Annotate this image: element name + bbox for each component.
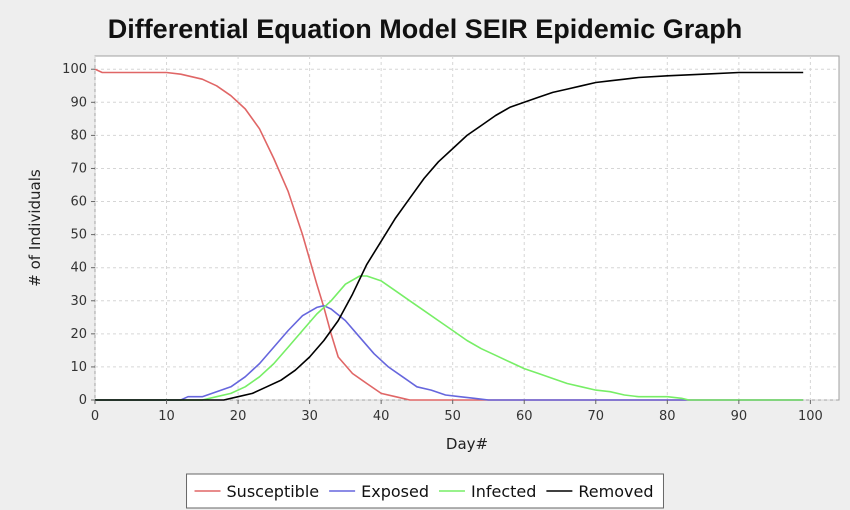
legend-label: Exposed <box>361 482 429 501</box>
y-tick-label: 70 <box>70 161 87 176</box>
series-line-removed <box>95 71 804 401</box>
y-tick-label: 90 <box>70 95 87 110</box>
legend: Susceptible Exposed Infected Removed <box>186 473 664 509</box>
x-tick-label: 40 <box>373 409 390 424</box>
x-tick-label: 30 <box>301 409 318 424</box>
legend-item-removed: Removed <box>546 482 653 501</box>
y-tick-label: 60 <box>70 195 87 210</box>
series-lines <box>94 68 804 401</box>
legend-item-exposed: Exposed <box>329 482 429 501</box>
x-tick-label: 0 <box>91 409 99 424</box>
legend-label: Susceptible <box>227 482 320 501</box>
plot-area <box>94 55 840 401</box>
y-tick-label: 100 <box>62 62 87 77</box>
chart-title: Differential Equation Model SEIR Epidemi… <box>108 14 743 44</box>
y-tick-label: 80 <box>70 128 87 143</box>
y-tick-label: 10 <box>70 360 87 375</box>
y-tick-label: 0 <box>79 393 87 408</box>
x-tick-label: 60 <box>516 409 533 424</box>
y-tick-label: 30 <box>70 294 87 309</box>
y-axis-label: # of Individuals <box>26 169 44 287</box>
series-line-infected <box>95 275 804 401</box>
x-tick-label: 50 <box>444 409 461 424</box>
x-tick-label: 20 <box>230 409 247 424</box>
y-tick-label: 40 <box>70 261 87 276</box>
x-tick-label: 70 <box>587 409 604 424</box>
legend-item-infected: Infected <box>438 482 536 501</box>
x-tick-label: 80 <box>659 409 676 424</box>
y-tick-label: 20 <box>70 327 87 342</box>
x-axis-label: Day# <box>446 435 488 453</box>
x-tick-label: 100 <box>798 409 823 424</box>
legend-item-susceptible: Susceptible <box>194 482 320 501</box>
y-tick-label: 50 <box>70 228 87 243</box>
x-tick-label: 90 <box>731 409 748 424</box>
series-line-exposed <box>95 304 804 401</box>
axis-ticks: 0 10 20 30 40 50 60 70 80 90 100 0 10 20 30 40 50 60 70 80 9… <box>62 62 823 424</box>
legend-label: Infected <box>471 482 536 501</box>
legend-box <box>186 473 664 509</box>
legend-label: Removed <box>578 482 653 501</box>
x-tick-label: 10 <box>158 409 175 424</box>
series-line-susceptible <box>94 68 804 401</box>
